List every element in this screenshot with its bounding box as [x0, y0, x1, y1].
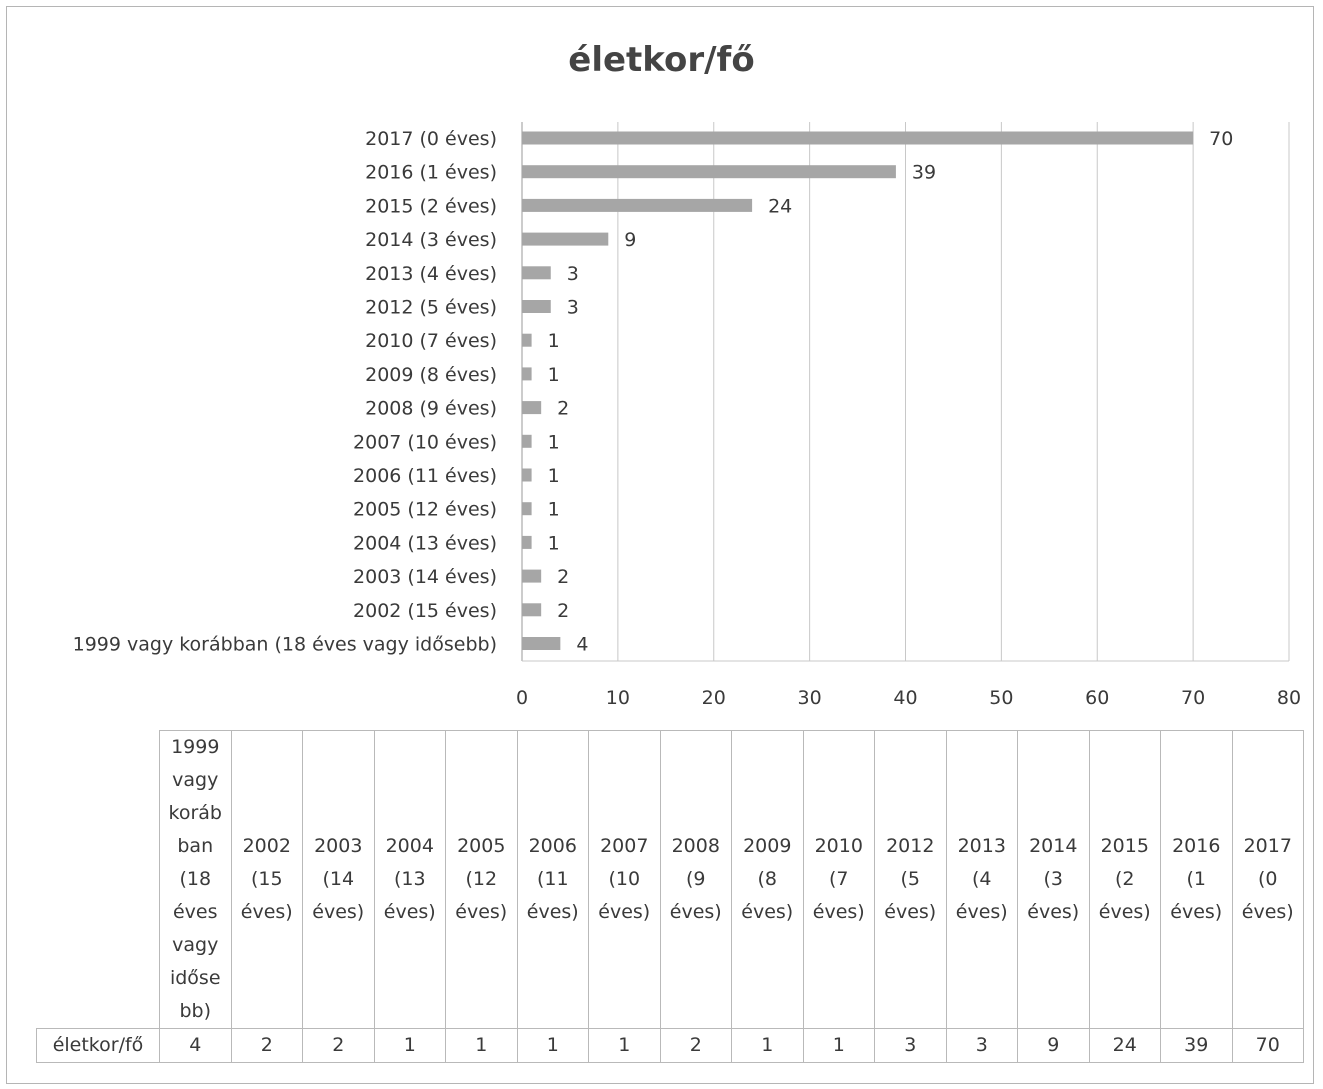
data-table-cell: 39	[1160, 1028, 1233, 1063]
bar-chart: 0 10 20 30 40 50 60 70 80 2017 (0 éves) 70 2016 (1 …	[73, 122, 1301, 709]
data-table-column-header: 2005 (12 éves)	[445, 730, 518, 1029]
data-table-column-header: 1999 vagy koráb ban (18 éves vagy idős­e bb)	[159, 730, 232, 1029]
bar	[522, 603, 542, 617]
category-label: 2014 (3 éves)	[365, 229, 497, 251]
data-table-cell: 70	[1231, 1028, 1304, 1063]
data-table-column-header: 2008 (9 éves)	[659, 730, 732, 1029]
category-label: 2007 (10 éves)	[353, 431, 497, 453]
data-label: 1	[548, 465, 560, 487]
category-label: 2004 (13 éves)	[353, 532, 497, 554]
bar	[522, 232, 609, 246]
data-table-cell: 9	[1017, 1028, 1090, 1063]
category-label: 2009 (8 éves)	[365, 364, 497, 386]
data-table-column-header: 2007 (10 éves)	[588, 730, 661, 1029]
x-tick-label: 10	[606, 687, 630, 709]
data-label: 70	[1209, 128, 1233, 150]
category-label: 2003 (14 éves)	[353, 566, 497, 588]
data-table-values-row: életkor/fő 4 2 2 1 1 1 1 2 1 1 3 3 9 24 39 70	[36, 1028, 1304, 1063]
data-label: 1	[548, 499, 560, 521]
category-label: 2010 (7 éves)	[365, 330, 497, 352]
data-table-cell: 1	[802, 1028, 875, 1063]
data-table-cell: 1	[588, 1028, 661, 1063]
data-table-column-header: 2015 (2 éves)	[1088, 730, 1161, 1029]
bar	[522, 502, 532, 516]
data-table-cell: 3	[874, 1028, 947, 1063]
data-table-column-header: 2012 (5 éves)	[874, 730, 947, 1029]
data-table-cell: 3	[945, 1028, 1018, 1063]
x-tick-label: 80	[1277, 687, 1301, 709]
data-table-column-header: 2017 (0 éves)	[1231, 730, 1304, 1029]
data-table-cell: 4	[159, 1028, 232, 1063]
category-label: 2006 (11 éves)	[353, 465, 497, 487]
data-table-cell: 2	[302, 1028, 375, 1063]
x-tick-label: 60	[1085, 687, 1109, 709]
data-table-header-row: 1999 vagy koráb ban (18 éves vagy idős­e bb) 2002…	[36, 730, 1304, 1029]
x-tick-label: 20	[702, 687, 726, 709]
category-label: 2012 (5 éves)	[365, 297, 497, 319]
data-label: 3	[567, 297, 579, 319]
category-label: 2002 (15 éves)	[353, 600, 497, 622]
data-label: 1	[548, 330, 560, 352]
bar	[522, 266, 551, 280]
bar	[522, 165, 896, 179]
x-tick-label: 0	[516, 687, 528, 709]
x-tick-label: 40	[893, 687, 917, 709]
x-tick-label: 50	[989, 687, 1013, 709]
bar	[522, 468, 532, 482]
category-label: 2017 (0 éves)	[365, 128, 497, 150]
data-table-cell: 1	[445, 1028, 518, 1063]
data-table-column-header: 2014 (3 éves)	[1017, 730, 1090, 1029]
data-label: 1	[548, 532, 560, 554]
data-label: 39	[912, 162, 936, 184]
data-table-column-header: 2003 (14 éves)	[302, 730, 375, 1029]
data-label: 4	[576, 634, 588, 656]
data-label: 2	[557, 600, 569, 622]
category-label: 2015 (2 éves)	[365, 195, 497, 217]
data-table-column-header: 2009 (8 éves)	[731, 730, 804, 1029]
bar	[522, 333, 532, 347]
category-label: 2008 (9 éves)	[365, 398, 497, 420]
data-label: 24	[768, 195, 792, 217]
bar	[522, 401, 542, 415]
chart-frame	[6, 6, 1314, 1084]
bar	[522, 637, 561, 650]
category-label: 2013 (4 éves)	[365, 263, 497, 285]
data-table: 1999 vagy koráb ban (18 éves vagy idős­e bb) 2002…	[36, 730, 1304, 1063]
x-tick-label: 70	[1181, 687, 1205, 709]
bar	[522, 434, 532, 448]
data-label: 3	[567, 263, 579, 285]
bar	[522, 569, 542, 583]
category-label: 2016 (1 éves)	[365, 162, 497, 184]
data-label: 2	[557, 566, 569, 588]
x-tick-label: 30	[798, 687, 822, 709]
chart-title: életkor/fő	[568, 40, 755, 80]
data-table-column-header: 2016 (1 éves)	[1160, 730, 1233, 1029]
data-label: 1	[548, 431, 560, 453]
data-table-cell: 24	[1088, 1028, 1161, 1063]
data-label: 9	[624, 229, 636, 251]
data-table-row-label: életkor/fő	[36, 1028, 160, 1063]
bar	[522, 367, 532, 381]
data-table-column-header: 2004 (13 éves)	[373, 730, 446, 1029]
data-table-column-header: 2002 (15 éves)	[230, 730, 303, 1029]
bar	[522, 300, 551, 313]
bar	[522, 535, 532, 549]
data-label: 2	[557, 398, 569, 420]
data-table-cell: 2	[659, 1028, 732, 1063]
data-table-cell: 2	[230, 1028, 303, 1063]
data-label: 1	[548, 364, 560, 386]
bar	[522, 131, 1194, 145]
data-table-cell: 1	[731, 1028, 804, 1063]
data-table-cell: 1	[516, 1028, 589, 1063]
data-table-corner	[36, 730, 160, 1029]
data-table-column-header: 2006 (11 éves)	[516, 730, 589, 1029]
bar	[522, 198, 753, 212]
data-table-cell: 1	[373, 1028, 446, 1063]
category-label: 1999 vagy korábban (18 éves vagy idősebb…	[73, 634, 497, 656]
category-label: 2005 (12 éves)	[353, 499, 497, 521]
data-table-column-header: 2013 (4 éves)	[945, 730, 1018, 1029]
data-table-column-header: 2010 (7 éves)	[802, 730, 875, 1029]
